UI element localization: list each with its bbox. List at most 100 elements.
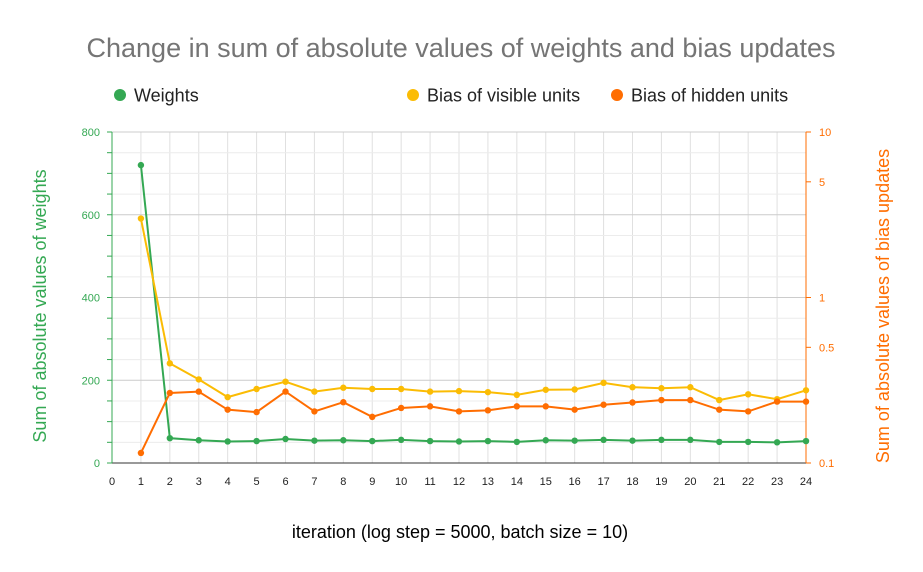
x-tick-label: 12 — [453, 476, 465, 488]
right-tick-label: 0.1 — [819, 458, 834, 470]
legend-label-bias-of-hidden-units: Bias of hidden units — [631, 86, 788, 106]
data-point-bias-of-visible-units — [571, 386, 578, 393]
x-tick-label: 2 — [167, 476, 173, 488]
data-point-bias-of-hidden-units — [282, 388, 289, 395]
data-point-bias-of-visible-units — [687, 384, 694, 391]
right-tick-label: 0.5 — [819, 342, 834, 354]
x-tick-label: 7 — [311, 476, 317, 488]
data-point-bias-of-hidden-units — [195, 388, 202, 395]
data-point-bias-of-hidden-units — [773, 398, 781, 405]
x-tick-label: 24 — [800, 476, 812, 488]
data-point-weights — [455, 438, 463, 445]
right-tick-label: 5 — [819, 177, 825, 189]
data-point-weights — [687, 436, 694, 444]
legend-label-weights: Weights — [134, 86, 199, 106]
series-points — [137, 161, 810, 457]
data-point-bias-of-hidden-units — [340, 399, 347, 406]
data-point-bias-of-visible-units — [166, 360, 174, 367]
data-point-bias-of-hidden-units — [513, 403, 521, 410]
data-point-weights — [744, 438, 752, 446]
x-tick-labels: 0 1 2 3 4 5 6 7 8 9 10 11 12 13 14 15 16 17 18 19 20 21 22 23 24 — [109, 476, 812, 488]
data-point-bias-of-visible-units — [340, 384, 347, 391]
data-point-weights — [629, 437, 636, 444]
series-line-bias-of-visible-units — [139, 218, 807, 402]
data-point-bias-of-hidden-units — [716, 406, 723, 413]
data-point-bias-of-visible-units — [426, 388, 434, 395]
data-point-bias-of-hidden-units — [802, 398, 810, 405]
data-point-bias-of-visible-units — [253, 385, 260, 393]
data-point-bias-of-hidden-units — [369, 413, 376, 421]
x-tick-label: 21 — [713, 476, 725, 488]
left-y-tick-labels: 0 200 400 600 800 — [82, 127, 112, 470]
data-point-bias-of-visible-units — [484, 388, 492, 396]
x-tick-label: 11 — [424, 476, 435, 488]
data-point-weights — [426, 437, 434, 445]
data-point-weights — [166, 434, 174, 442]
x-tick-label: 19 — [655, 476, 667, 488]
left-tick-label: 200 — [82, 375, 100, 387]
data-point-weights — [340, 437, 347, 444]
data-point-weights — [658, 436, 665, 444]
left-tick-label: 0 — [94, 458, 100, 470]
data-point-bias-of-hidden-units — [600, 401, 607, 408]
data-point-bias-of-hidden-units — [426, 403, 434, 410]
data-point-weights — [137, 161, 145, 169]
data-point-weights — [253, 437, 260, 445]
series-line-bias-of-hidden-units — [140, 390, 806, 454]
x-tick-label: 8 — [340, 476, 346, 488]
x-tick-label: 13 — [482, 476, 494, 488]
legend-marker-bias-of-hidden-units — [611, 89, 623, 101]
data-point-bias-of-visible-units — [629, 384, 636, 391]
data-point-bias-of-visible-units — [195, 376, 202, 383]
left-tick-label: 400 — [82, 293, 100, 305]
data-point-weights — [282, 435, 289, 443]
right-tick-label: 10 — [819, 127, 831, 139]
x-tick-label: 23 — [771, 476, 783, 488]
legend-marker-bias-of-visible-units — [407, 89, 419, 101]
data-point-bias-of-hidden-units — [571, 406, 578, 413]
data-point-weights — [802, 437, 810, 445]
data-point-weights — [311, 437, 318, 444]
x-tick-label: 20 — [684, 476, 696, 488]
left-tick-label: 600 — [82, 210, 100, 222]
data-point-weights — [571, 437, 578, 444]
data-point-bias-of-hidden-units — [687, 396, 694, 404]
data-point-weights — [397, 436, 405, 444]
data-point-weights — [716, 438, 723, 446]
x-tick-label: 16 — [569, 476, 581, 488]
x-tick-label: 14 — [511, 476, 523, 488]
data-point-bias-of-hidden-units — [311, 408, 318, 415]
legend-marker-weights — [114, 89, 126, 101]
data-point-bias-of-visible-units — [658, 385, 665, 392]
x-tick-label: 15 — [540, 476, 552, 488]
data-point-bias-of-hidden-units — [224, 406, 231, 413]
x-tick-label: 3 — [196, 476, 202, 488]
x-tick-label: 6 — [282, 476, 288, 488]
data-point-weights — [600, 436, 607, 444]
data-point-bias-of-visible-units — [744, 391, 752, 398]
data-point-bias-of-visible-units — [513, 391, 521, 399]
data-point-bias-of-visible-units — [397, 385, 405, 393]
legend: Weights Bias of visible units Bias of hidd… — [114, 86, 788, 106]
series-lines — [139, 164, 807, 454]
data-point-weights — [369, 437, 376, 445]
x-tick-label: 4 — [225, 476, 231, 488]
data-point-bias-of-hidden-units — [629, 399, 636, 406]
x-tick-label: 0 — [109, 476, 115, 488]
data-point-bias-of-visible-units — [224, 393, 231, 401]
x-tick-label: 1 — [138, 476, 144, 488]
data-point-bias-of-visible-units — [600, 379, 607, 387]
data-point-bias-of-visible-units — [282, 378, 289, 385]
data-point-bias-of-visible-units — [137, 215, 145, 222]
data-point-bias-of-visible-units — [369, 385, 376, 393]
data-point-weights — [513, 438, 521, 446]
left-y-axis-label: Sum of absolute values of weights — [30, 169, 50, 442]
data-point-bias-of-hidden-units — [658, 396, 665, 404]
right-tick-label: 1 — [819, 293, 825, 305]
data-point-bias-of-hidden-units — [542, 403, 549, 410]
data-point-bias-of-visible-units — [716, 396, 723, 404]
x-tick-label: 9 — [369, 476, 375, 488]
data-point-bias-of-hidden-units — [166, 389, 174, 397]
x-tick-label: 10 — [395, 476, 407, 488]
